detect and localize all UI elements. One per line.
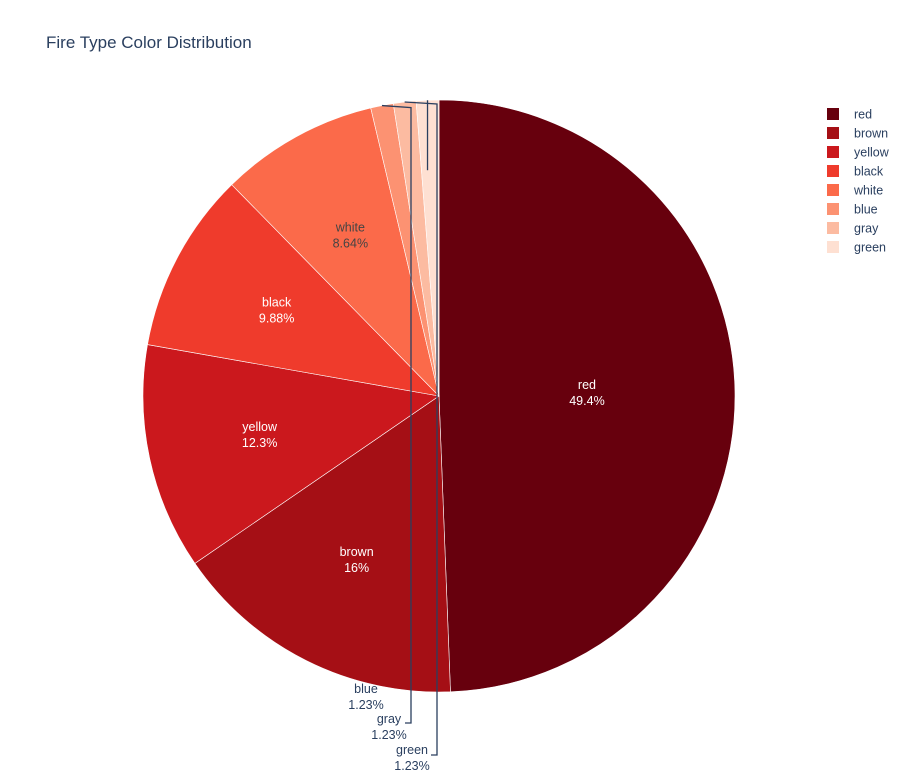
legend-swatch-brown[interactable]	[827, 127, 839, 139]
pie-slice-green[interactable]	[415, 99, 440, 397]
legend-label-white[interactable]: white	[853, 184, 883, 198]
leader-lines	[381, 100, 438, 756]
pie-slice-brown[interactable]	[194, 395, 451, 693]
slice-label-yellow: yellow	[242, 420, 278, 434]
legend-swatch-white[interactable]	[827, 184, 839, 196]
slice-percent-black: 9.88%	[259, 311, 294, 325]
slice-percent-blue: 1.23%	[348, 698, 383, 712]
slice-percent-gray: 1.23%	[371, 728, 406, 742]
pie-slice-white[interactable]	[231, 107, 440, 397]
legend-swatch-blue[interactable]	[827, 203, 839, 215]
slice-percent-red: 49.4%	[569, 394, 604, 408]
legend-label-brown[interactable]: brown	[854, 127, 888, 141]
legend-swatch-gray[interactable]	[827, 222, 839, 234]
chart-title: Fire Type Color Distribution	[46, 33, 252, 52]
slice-labels: red 49.4% brown 16% yellow 12.3% black 9.88% whi…	[242, 220, 605, 773]
leader-line-gray	[404, 101, 438, 756]
legend: red brown yellow black white blue gray green	[827, 108, 890, 255]
slice-percent-green: 1.23%	[394, 759, 429, 773]
legend-swatch-black[interactable]	[827, 165, 839, 177]
slice-label-black: black	[262, 295, 292, 309]
slice-label-gray: gray	[377, 712, 402, 726]
pie-slices	[142, 99, 736, 693]
leader-line-blue	[381, 104, 412, 724]
slice-label-red: red	[578, 378, 596, 392]
legend-label-black[interactable]: black	[854, 165, 884, 179]
pie-slice-black[interactable]	[147, 184, 440, 397]
slice-percent-yellow: 12.3%	[242, 436, 277, 450]
pie-slice-yellow[interactable]	[142, 344, 440, 564]
slice-label-brown: brown	[340, 545, 374, 559]
legend-label-green[interactable]: green	[854, 241, 886, 255]
slice-label-green: green	[396, 743, 428, 757]
legend-label-red[interactable]: red	[854, 108, 872, 122]
legend-label-yellow[interactable]: yellow	[854, 146, 890, 160]
legend-swatch-green[interactable]	[827, 241, 839, 253]
legend-label-blue[interactable]: blue	[854, 203, 878, 217]
slice-percent-white: 8.64%	[333, 236, 368, 250]
legend-label-gray[interactable]: gray	[854, 222, 879, 236]
pie-slice-red[interactable]	[438, 99, 736, 693]
slice-label-white: white	[335, 220, 365, 234]
legend-swatch-yellow[interactable]	[827, 146, 839, 158]
slice-label-blue: blue	[354, 682, 378, 696]
slice-percent-brown: 16%	[344, 561, 369, 575]
legend-swatch-red[interactable]	[827, 108, 839, 120]
